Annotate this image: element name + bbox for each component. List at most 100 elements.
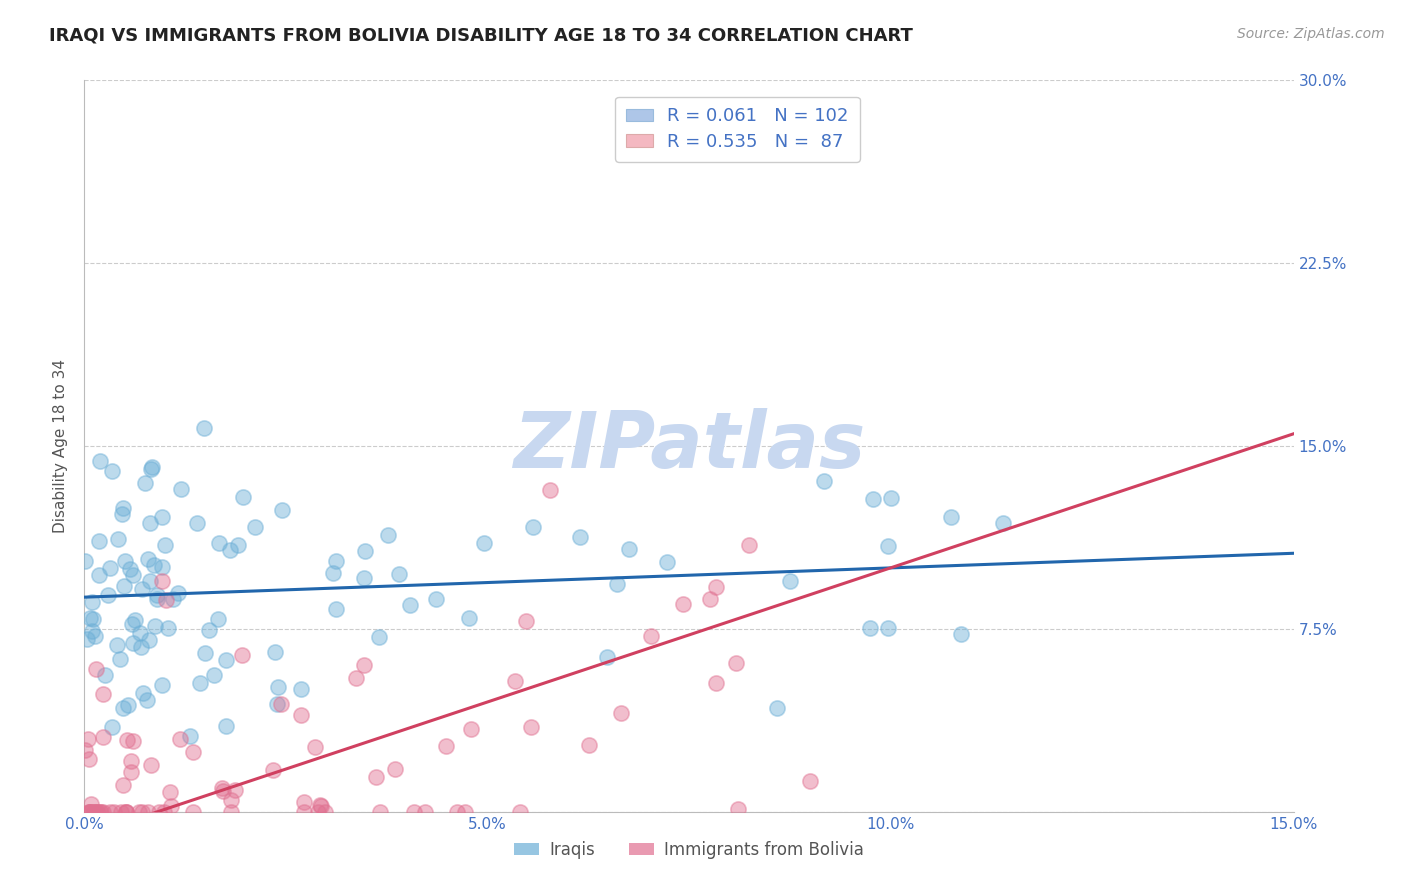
Point: [325, 554, 347, 568]
Point: [457, 611, 479, 625]
Point: [146, 591, 169, 606]
Point: [122, 636, 145, 650]
Point: [211, 784, 233, 798]
Point: [211, 781, 233, 796]
Point: [188, 676, 211, 690]
Point: [226, 538, 249, 552]
Point: [90, 805, 112, 819]
Point: [82, 612, 104, 626]
Point: [159, 785, 181, 799]
Point: [139, 574, 162, 589]
Point: [87, 534, 110, 549]
Point: [862, 491, 884, 506]
Point: [169, 731, 191, 746]
Point: [221, 793, 243, 807]
Point: [207, 612, 229, 626]
Point: [111, 508, 134, 522]
Point: [112, 579, 135, 593]
Point: [368, 805, 391, 819]
Point: [115, 805, 138, 819]
Point: [155, 538, 177, 552]
Point: [724, 656, 747, 670]
Point: [454, 805, 477, 819]
Point: [150, 560, 173, 574]
Point: [91, 687, 114, 701]
Point: [128, 805, 150, 819]
Point: [198, 624, 221, 638]
Point: [97, 588, 120, 602]
Point: [472, 535, 495, 549]
Point: [114, 554, 136, 568]
Point: [162, 592, 184, 607]
Point: [129, 626, 152, 640]
Point: [264, 645, 287, 659]
Point: [991, 516, 1014, 530]
Point: [460, 722, 482, 736]
Point: [880, 491, 903, 505]
Point: [79, 805, 101, 819]
Point: [290, 682, 312, 697]
Point: [368, 631, 391, 645]
Point: [129, 640, 152, 654]
Point: [150, 574, 173, 589]
Point: [596, 649, 619, 664]
Point: [232, 490, 254, 504]
Point: [73, 554, 96, 568]
Point: [124, 613, 146, 627]
Point: [859, 621, 882, 635]
Point: [344, 672, 367, 686]
Point: [86, 805, 108, 819]
Point: [706, 580, 728, 594]
Point: [353, 572, 375, 586]
Point: [122, 734, 145, 748]
Point: [538, 483, 561, 497]
Point: [446, 805, 468, 819]
Point: [353, 658, 375, 673]
Point: [89, 567, 111, 582]
Text: ZIPatlas: ZIPatlas: [513, 408, 865, 484]
Point: [148, 805, 170, 819]
Point: [384, 762, 406, 776]
Point: [263, 764, 285, 778]
Point: [519, 720, 541, 734]
Point: [425, 591, 447, 606]
Point: [271, 503, 294, 517]
Point: [136, 693, 159, 707]
Point: [181, 805, 204, 819]
Point: [77, 805, 100, 819]
Point: [82, 595, 104, 609]
Point: [115, 805, 138, 819]
Point: [83, 805, 105, 819]
Point: [146, 589, 169, 603]
Point: [101, 463, 124, 477]
Point: [121, 617, 143, 632]
Point: [117, 698, 139, 712]
Point: [117, 733, 139, 747]
Point: [606, 577, 628, 591]
Point: [105, 638, 128, 652]
Point: [949, 627, 972, 641]
Point: [79, 805, 101, 819]
Point: [202, 667, 225, 681]
Point: [138, 632, 160, 647]
Point: [364, 770, 387, 784]
Point: [115, 805, 138, 819]
Point: [292, 795, 315, 809]
Point: [138, 516, 160, 530]
Point: [941, 510, 963, 524]
Point: [267, 680, 290, 694]
Point: [167, 585, 190, 599]
Point: [98, 560, 121, 574]
Point: [89, 453, 111, 467]
Point: [765, 700, 787, 714]
Point: [186, 516, 208, 530]
Point: [193, 420, 215, 434]
Point: [219, 805, 242, 819]
Point: [876, 621, 898, 635]
Point: [179, 729, 201, 743]
Point: [322, 566, 344, 580]
Point: [143, 619, 166, 633]
Point: [156, 621, 179, 635]
Point: [243, 520, 266, 534]
Point: [208, 536, 231, 550]
